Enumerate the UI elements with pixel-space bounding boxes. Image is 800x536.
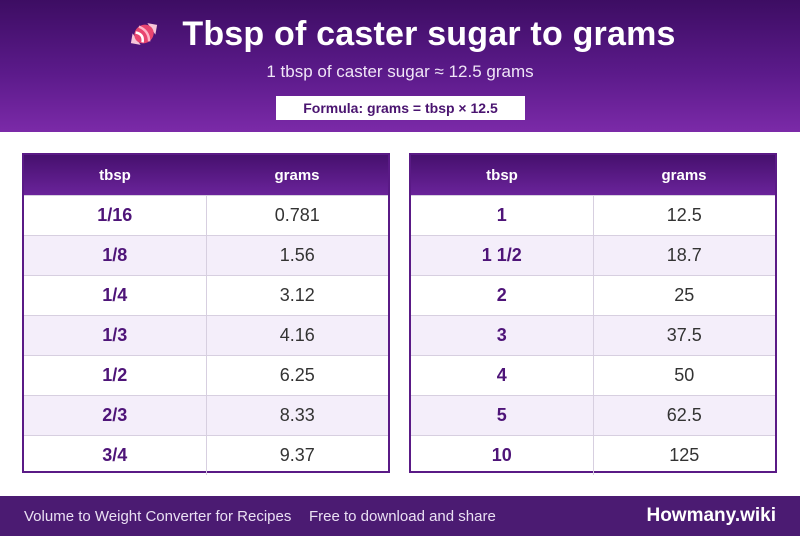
table-header: tbsp grams [411,155,775,195]
page-title: Tbsp of caster sugar to grams [182,14,676,53]
grams-cell: 4.16 [279,325,315,345]
table-row: 1/3 4.16 [24,315,388,355]
brand-logo[interactable]: Howmany.wiki [646,505,776,526]
table-row: 1 1/2 18.7 [411,235,775,275]
grams-cell: 18.7 [666,245,702,265]
table-row: 4 50 [411,355,775,395]
tbsp-cell: 2 [411,276,594,315]
tbsp-cell: 1/3 [24,316,207,355]
grams-cell: 37.5 [666,325,702,345]
footer-bar: Volume to Weight Converter for Recipes F… [0,496,800,536]
column-header-tbsp: tbsp [99,166,131,184]
tbsp-cell: 1/8 [24,236,207,275]
table-row: 3 37.5 [411,315,775,355]
tbsp-cell: 10 [411,436,594,475]
column-header-grams: grams [661,166,707,184]
table-row: 1/16 0.781 [24,195,388,235]
table-row: 1/8 1.56 [24,235,388,275]
grams-cell: 3.12 [279,285,315,305]
table-row: 1/4 3.12 [24,275,388,315]
header-banner: Tbsp of caster sugar to grams 1 tbsp of … [0,0,800,132]
grams-cell: 25 [674,285,695,305]
grams-cell: 8.33 [279,405,315,425]
table-row: 10 125 [411,435,775,475]
tbsp-cell: 1/16 [24,196,207,235]
grams-cell: 50 [674,365,695,385]
table-row: 2/3 8.33 [24,395,388,435]
grams-cell: 1.56 [279,245,315,265]
grams-cell: 125 [669,445,700,465]
tbsp-cell: 5 [411,396,594,435]
table-row: 1 12.5 [411,195,775,235]
tbsp-cell: 1 [411,196,594,235]
tbsp-cell: 1/2 [24,356,207,395]
table-row: 3/4 9.37 [24,435,388,475]
table-row: 5 62.5 [411,395,775,435]
candy-icon [131,23,158,45]
column-header-grams: grams [274,166,320,184]
tbsp-cell: 4 [411,356,594,395]
table-row: 2 25 [411,275,775,315]
table-header: tbsp grams [24,155,388,195]
tbsp-cell: 2/3 [24,396,207,435]
tbsp-cell: 1/4 [24,276,207,315]
conversion-table-right: tbsp grams 1 12.5 1 1/2 18.7 2 25 3 37.5 4 50… [409,153,777,475]
grams-cell: 9.37 [279,445,315,465]
column-header-tbsp: tbsp [486,166,518,184]
footer-share-text: Free to download and share [309,508,496,525]
grams-cell: 62.5 [666,405,702,425]
grams-cell: 6.25 [279,365,315,385]
grams-cell: 12.5 [666,205,702,225]
formula-badge: Formula: grams = tbsp × 12.5 [276,96,525,120]
conversion-table-left: tbsp grams 1/16 0.781 1/8 1.56 1/4 3.12 1/3… [22,153,390,475]
tbsp-cell: 3/4 [24,436,207,475]
footer-converter-link[interactable]: Volume to Weight Converter for Recipes [24,508,292,525]
tbsp-cell: 3 [411,316,594,355]
grams-cell: 0.781 [274,205,320,225]
title-row: Tbsp of caster sugar to grams [0,14,800,54]
table-row: 1/2 6.25 [24,355,388,395]
subtitle: 1 tbsp of caster sugar ≈ 12.5 grams [266,62,534,81]
tbsp-cell: 1 1/2 [411,236,594,275]
